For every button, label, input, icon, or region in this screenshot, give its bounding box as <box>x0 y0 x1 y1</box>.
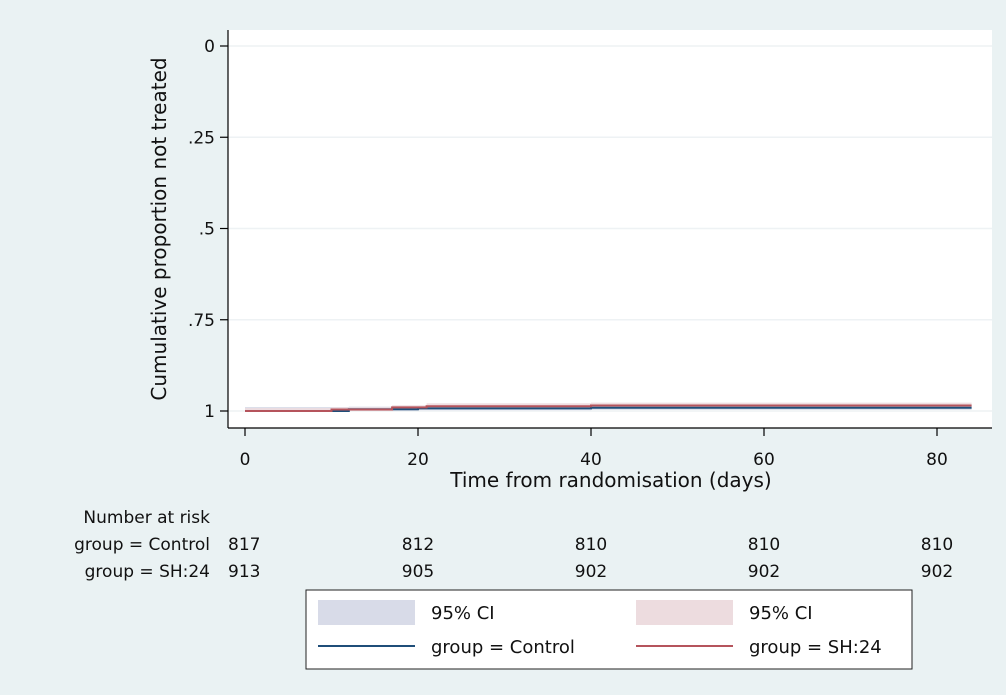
x-axis-title: Time from randomisation (days) <box>449 468 771 492</box>
risk-row-label-0: group = Control <box>74 535 210 555</box>
legend-label-1: 95% CI <box>749 603 813 624</box>
legend-label-0: 95% CI <box>431 603 495 624</box>
y-tick-label-0: 0 <box>204 37 215 57</box>
legend-label-2: group = Control <box>431 637 575 658</box>
y-tick-label-3: .75 <box>188 311 215 331</box>
risk-count-r1-c4: 902 <box>921 562 953 582</box>
risk-count-r0-c1: 812 <box>402 535 434 555</box>
risk-table-title: Number at risk <box>83 508 210 528</box>
y-axis-title: Cumulative proportion not treated <box>147 57 171 400</box>
survival-line-series-0 <box>245 406 972 412</box>
legend-swatch-ci-1 <box>636 600 733 625</box>
risk-count-r1-c2: 902 <box>575 562 607 582</box>
risk-count-r1-c0: 913 <box>228 562 260 582</box>
x-tick-label-1: 20 <box>407 450 429 470</box>
risk-row-label-1: group = SH:24 <box>85 562 210 582</box>
legend-swatch-ci-0 <box>318 600 415 625</box>
y-tick-label-2: .5 <box>199 220 215 240</box>
x-tick-label-2: 40 <box>580 450 602 470</box>
risk-count-r1-c1: 905 <box>402 562 434 582</box>
risk-count-r0-c3: 810 <box>748 535 780 555</box>
x-tick-label-3: 60 <box>753 450 775 470</box>
risk-count-r0-c4: 810 <box>921 535 953 555</box>
x-tick-label-0: 0 <box>240 450 251 470</box>
survival-line-series-1 <box>245 404 972 412</box>
legend-label-3: group = SH:24 <box>749 637 882 658</box>
risk-count-r1-c3: 902 <box>748 562 780 582</box>
risk-count-r0-c0: 817 <box>228 535 260 555</box>
y-tick-label-4: 1 <box>204 402 215 422</box>
x-tick-label-4: 80 <box>926 450 948 470</box>
y-tick-label-1: .25 <box>188 128 215 148</box>
risk-count-r0-c2: 810 <box>575 535 607 555</box>
